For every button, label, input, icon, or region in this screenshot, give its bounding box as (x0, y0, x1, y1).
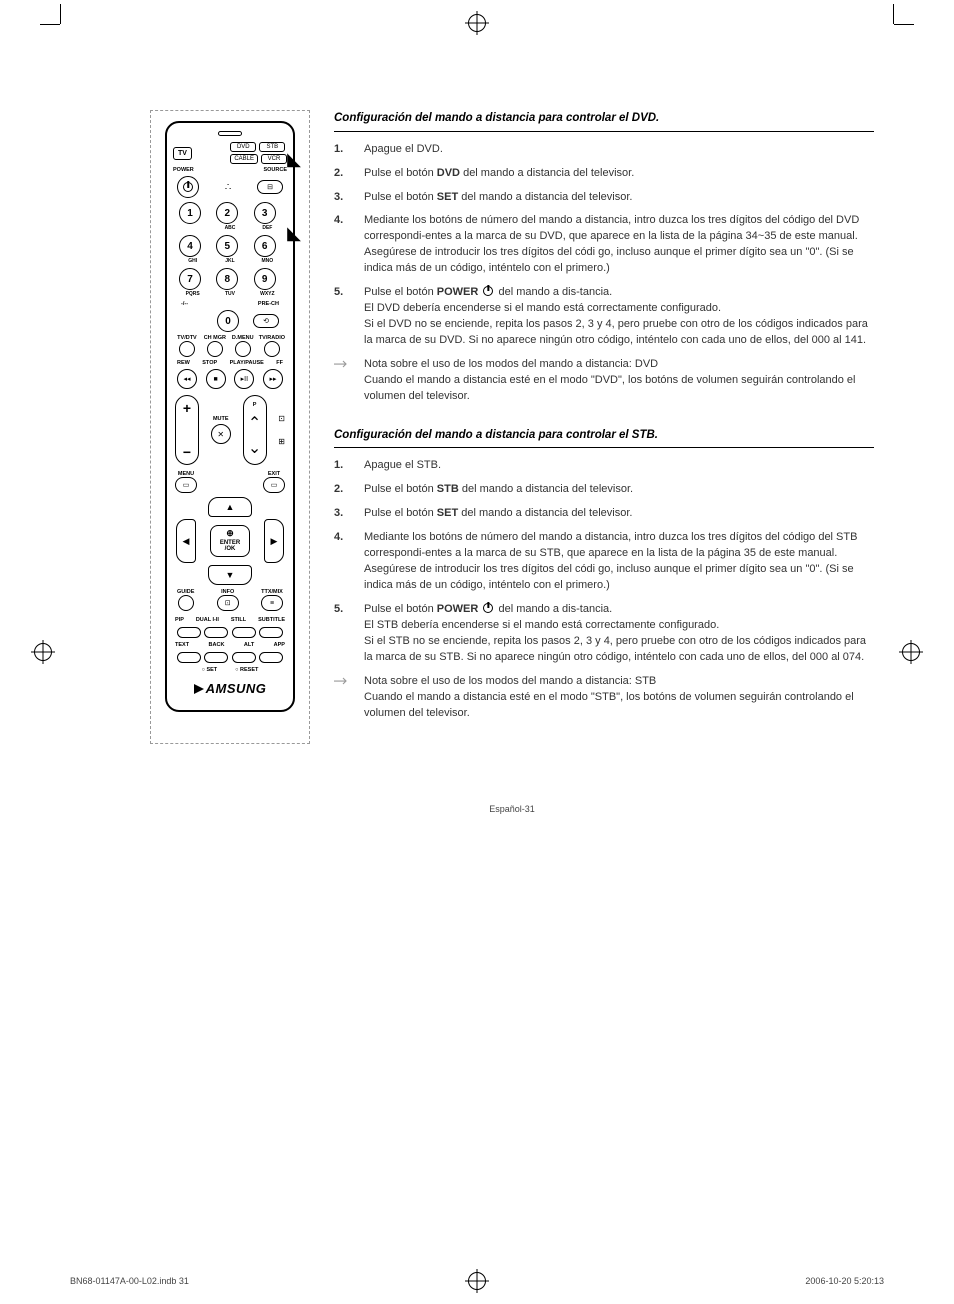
exit-button: ▭ (263, 477, 285, 493)
power-icon (483, 603, 493, 613)
dpad: ▲ ▼ ◀ ▶ ⊕ ENTER /OK (176, 497, 284, 585)
crop-mark (40, 24, 60, 25)
samsung-logo: AMSUNG (173, 681, 287, 696)
registration-mark (468, 14, 486, 32)
mute-label: MUTE (213, 416, 229, 422)
cable-button: CABLE (230, 154, 258, 164)
transport-buttons: ◂◂ ■ ▸II ▸▸ (177, 369, 283, 389)
page-number: Español-31 (150, 804, 874, 814)
footer-file: BN68-01147A-00-L02.indb 31 (70, 1276, 189, 1286)
registration-mark (902, 643, 920, 661)
stb-button: STB (259, 142, 285, 152)
menu-button: ▭ (175, 477, 197, 493)
dvd-steps: 1.Apague el DVD. 2.Pulse el botón DVD de… (334, 142, 874, 349)
source-label: SOURCE (263, 167, 287, 173)
section-title-dvd: Configuración del mando a distancia para… (334, 110, 874, 132)
channel-rocker: P ⌃⌄ (243, 395, 267, 465)
section-title-stb: Configuración del mando a distancia para… (334, 427, 874, 449)
tv-button: TV (173, 147, 192, 160)
exit-label: EXIT (263, 471, 285, 477)
prech-button: ⟲ (253, 314, 279, 328)
crop-mark (893, 4, 894, 24)
power-icon (483, 286, 493, 296)
enter-button: ⊕ ENTER /OK (210, 525, 250, 557)
power-label: POWER (173, 167, 194, 173)
mute-button: ✕ (211, 424, 231, 444)
number-pad: 1 2ABC 3DEF 4GHI 5JKL 6MNO 7PQRS 8TUV 9W… (179, 202, 281, 297)
crop-mark (894, 24, 914, 25)
remote-illustration: TV DVD STB CABLE VCR POWER SOURC (150, 110, 310, 744)
print-footer: BN68-01147A-00-L02.indb 31 2006-10-20 5:… (70, 1276, 884, 1286)
vcr-button: VCR (261, 154, 287, 164)
note-stb: Nota sobre el uso de los modos del mando… (334, 674, 874, 722)
crop-mark (60, 4, 61, 24)
zero-button: 0 (217, 310, 239, 332)
stb-steps: 1.Apague el STB. 2.Pulse el botón STB de… (334, 458, 874, 665)
footer-date: 2006-10-20 5:20:13 (805, 1276, 884, 1286)
dash-label: -/-- (181, 301, 188, 307)
power-button (177, 176, 199, 198)
page-content: TV DVD STB CABLE VCR POWER SOURC (150, 110, 874, 1244)
source-button: ⊟ (257, 180, 283, 194)
dvd-button: DVD (230, 142, 256, 152)
registration-mark (34, 643, 52, 661)
menu-label: MENU (175, 471, 197, 477)
volume-rocker: +− (175, 395, 199, 465)
instruction-text: Configuración del mando a distancia para… (334, 110, 874, 744)
note-dvd: Nota sobre el uso de los modos del mando… (334, 357, 874, 405)
prech-label: PRE-CH (258, 301, 279, 307)
